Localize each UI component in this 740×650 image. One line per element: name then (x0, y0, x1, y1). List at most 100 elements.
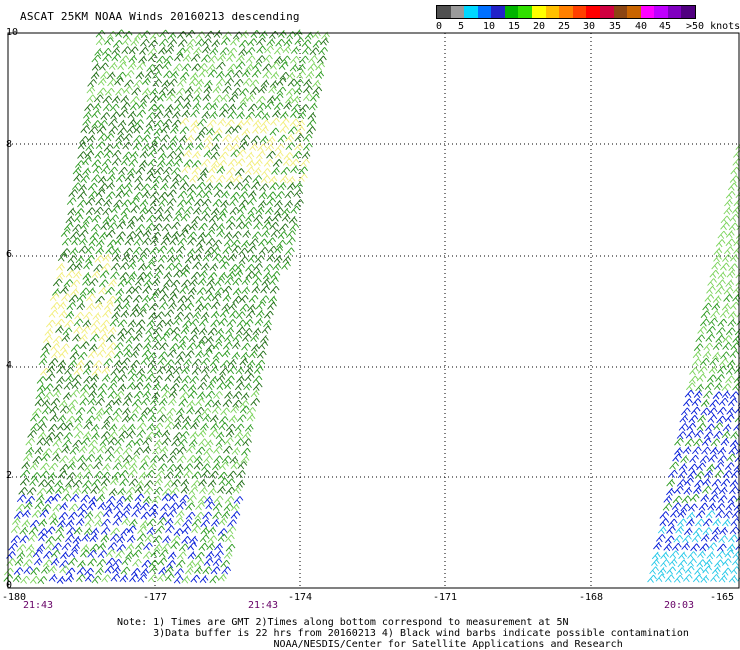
wind-barb (224, 391, 233, 400)
wind-barb (709, 399, 720, 408)
wind-barb (186, 560, 196, 569)
wind-barb (728, 574, 738, 583)
wind-barb (77, 151, 87, 160)
wind-barb (274, 245, 284, 254)
wind-barb (63, 279, 74, 288)
wind-barb (179, 391, 190, 400)
wind-barb (259, 135, 269, 144)
wind-barb (91, 110, 101, 119)
wind-barb (105, 453, 115, 462)
wind-barb (231, 87, 242, 96)
wind-barb (701, 438, 712, 447)
wind-barb (283, 101, 292, 110)
wind-barb (239, 405, 250, 414)
wind-barb (315, 70, 325, 79)
wind-barb (718, 397, 729, 406)
wind-barb (279, 125, 290, 134)
wind-barb (705, 333, 716, 343)
wind-barb (101, 421, 110, 430)
wind-barb (165, 365, 176, 374)
wind-barb (233, 174, 243, 183)
wind-barb (234, 382, 245, 391)
wind-barb (134, 230, 144, 239)
wind-barb (198, 318, 209, 327)
wind-barb (96, 493, 106, 502)
wind-barb (103, 358, 113, 367)
wind-barb (225, 429, 235, 438)
wind-barb (169, 237, 180, 246)
wind-barb (65, 479, 75, 488)
wind-barb (49, 405, 60, 414)
wind-barb (700, 494, 710, 503)
wind-barb (126, 423, 136, 432)
wind-barb (729, 439, 739, 448)
wind-barb (188, 334, 199, 343)
wind-barb (97, 341, 107, 350)
wind-barb (141, 183, 151, 192)
wind-barb (305, 70, 315, 79)
wind-barb (243, 319, 254, 328)
wind-barb (38, 416, 48, 425)
wind-barb (64, 222, 74, 231)
wind-barb (174, 517, 184, 526)
wind-barb (696, 559, 707, 568)
wind-barb (277, 231, 288, 240)
wind-barb (259, 183, 269, 192)
wind-barb (715, 510, 726, 519)
wind-barb (255, 359, 266, 368)
wind-barb (173, 375, 183, 384)
wind-barb (707, 542, 718, 551)
wind-barb (164, 471, 174, 480)
wind-barb (149, 565, 158, 574)
wind-barb (94, 150, 105, 159)
wind-barb (66, 302, 77, 311)
wind-barb (160, 134, 171, 143)
wind-barb (165, 45, 174, 55)
wind-barb (175, 510, 185, 519)
wind-barb (225, 215, 236, 224)
wind-barb (8, 542, 19, 551)
wind-barb (238, 247, 249, 256)
wind-barb (58, 512, 69, 521)
wind-barb (139, 502, 150, 511)
wind-barb (230, 511, 241, 520)
wind-barb (692, 446, 702, 455)
wind-barb (701, 446, 711, 455)
wind-barb (224, 277, 235, 286)
wind-barb (69, 494, 80, 503)
wind-barb (57, 422, 67, 431)
wind-barb (102, 103, 113, 112)
wind-barb (108, 431, 118, 440)
wind-barb (121, 199, 132, 208)
wind-barb (704, 382, 715, 391)
wind-barb (236, 414, 247, 423)
wind-barb (725, 230, 735, 239)
wind-barb (94, 518, 103, 527)
wind-barb (171, 221, 181, 230)
wind-barb (225, 478, 236, 487)
wind-barb (269, 221, 280, 231)
wind-barb (47, 472, 57, 481)
wind-barb (712, 518, 722, 527)
wind-barb (222, 134, 232, 143)
wind-barb (85, 255, 95, 264)
wind-barb (185, 445, 196, 454)
x-tick-label: -177 (142, 592, 168, 603)
wind-barb (95, 189, 106, 198)
wind-barb (84, 567, 94, 576)
wind-barb (179, 72, 190, 81)
wind-barb (194, 559, 205, 568)
wind-barb (80, 494, 91, 503)
wind-barb (200, 470, 211, 479)
wind-barb (672, 495, 683, 504)
wind-barb (30, 567, 40, 576)
wind-barb (160, 182, 169, 191)
wind-barb (82, 272, 92, 281)
wind-barb (181, 366, 190, 375)
wind-barb (103, 415, 114, 424)
wind-barb (58, 309, 68, 319)
wind-barb (62, 485, 73, 494)
wind-barb (240, 392, 250, 401)
wind-barb (95, 246, 105, 255)
wind-barb (157, 93, 167, 102)
